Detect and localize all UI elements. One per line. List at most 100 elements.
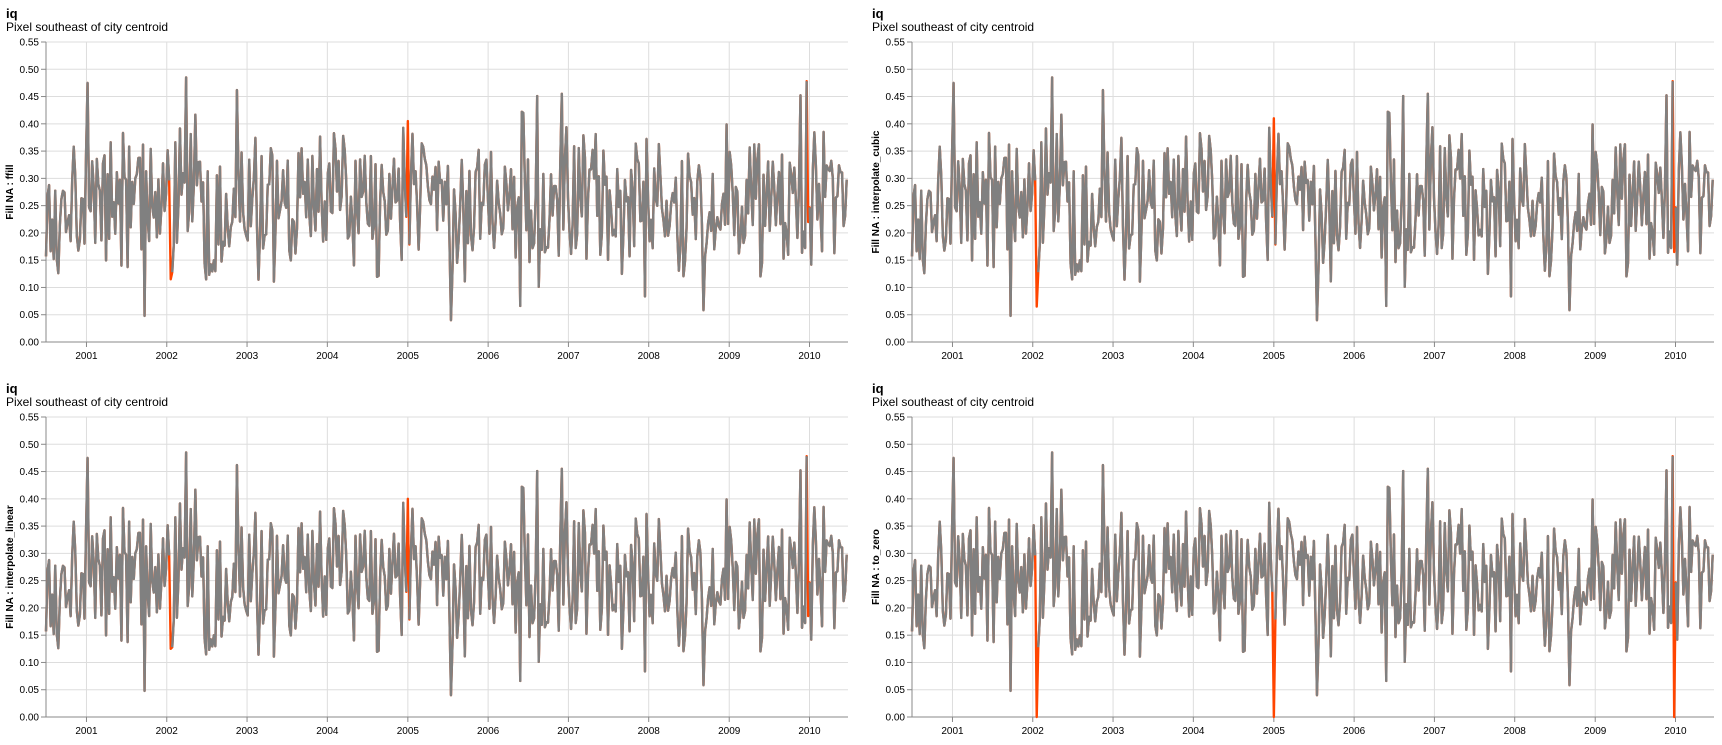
x-tick-label: 2003 [236,726,259,737]
series-original-line [910,76,1714,322]
y-tick-label: 0.30 [886,174,906,185]
y-tick-label: 0.50 [20,65,40,76]
y-tick-label: 0.10 [20,658,40,669]
x-tick-label: 2009 [718,726,741,737]
x-tick-label: 2010 [1664,351,1687,362]
x-tick-label: 2006 [477,351,500,362]
x-tick-label: 2009 [718,351,741,362]
chart-plot-area: 0.00 0.05 0.10 0.15 0.20 0.25 0.30 0.35 0.40 0.45… [871,413,1714,737]
y-tick-label: 0.45 [886,92,906,103]
y-tick-label: 0.30 [20,549,40,560]
chart-plot-area: 0.00 0.05 0.10 0.15 0.20 0.25 0.30 0.35 0.40 0.45… [5,413,848,737]
y-tick-label: 0.35 [20,522,40,533]
chart-title: iq [872,381,884,396]
series-original-line [44,451,848,697]
series-original-line [910,451,1714,697]
y-tick-label: 0.55 [886,38,906,49]
y-tick-label: 0.45 [886,467,906,478]
x-tick-label: 2008 [638,351,661,362]
y-tick-label: 0.35 [20,147,40,158]
chart-subtitle: Pixel southeast of city centroid [872,395,1035,409]
x-tick-label: 2007 [557,726,580,737]
y-tick-label: 0.00 [886,713,906,724]
chart-subtitle: Pixel southeast of city centroid [872,20,1035,34]
x-tick-label: 2006 [1343,351,1366,362]
y-tick-label: 0.00 [20,713,40,724]
y-tick-label: 0.45 [20,92,40,103]
y-tick-label: 0.50 [886,65,906,76]
y-tick-label: 0.55 [20,413,40,424]
x-tick-label: 2005 [1263,726,1286,737]
y-tick-label: 0.05 [886,685,906,696]
x-tick-label: 2003 [1102,351,1125,362]
x-tick-label: 2005 [1263,351,1286,362]
y-tick-label: 0.05 [20,685,40,696]
y-tick-label: 0.15 [886,256,906,267]
x-tick-label: 2004 [1182,726,1205,737]
y-tick-label: 0.55 [886,413,906,424]
x-tick-label: 2007 [1423,726,1446,737]
y-tick-label: 0.00 [20,338,40,349]
x-tick-label: 2007 [557,351,580,362]
chart-panel-to-zero: iq Pixel southeast of city centroid 0.00… [866,375,1722,745]
x-tick-label: 2001 [75,726,98,737]
x-tick-label: 2006 [477,726,500,737]
y-tick-label: 0.20 [20,228,40,239]
y-tick-label: 0.10 [20,283,40,294]
y-tick-label: 0.35 [886,522,906,533]
chart-subtitle: Pixel southeast of city centroid [6,395,169,409]
chart-panel-interpolate-linear: iq Pixel southeast of city centroid 0.00… [0,375,861,745]
y-axis-label: Fill NA : interpolate_cubic [871,130,882,253]
y-tick-label: 0.25 [20,576,40,587]
y-tick-label: 0.50 [886,440,906,451]
y-tick-label: 0.40 [20,119,40,130]
y-tick-label: 0.20 [20,603,40,614]
x-tick-label: 2006 [1343,726,1366,737]
x-tick-label: 2002 [156,726,179,737]
x-tick-label: 2004 [316,351,339,362]
chart-title: iq [872,6,884,21]
y-tick-label: 0.15 [20,256,40,267]
x-tick-label: 2003 [236,351,259,362]
x-tick-label: 2001 [941,726,964,737]
y-tick-label: 0.20 [886,228,906,239]
x-tick-label: 2001 [75,351,98,362]
y-tick-label: 0.50 [20,440,40,451]
x-tick-label: 2005 [397,726,420,737]
chart-title: iq [6,381,18,396]
chart-plot-area: 0.00 0.05 0.10 0.15 0.20 0.25 0.30 0.35 0.40 0.45… [871,38,1714,362]
x-tick-label: 2008 [1504,726,1527,737]
x-tick-label: 2009 [1584,726,1607,737]
x-tick-label: 2001 [941,351,964,362]
y-tick-label: 0.10 [886,283,906,294]
x-tick-label: 2003 [1102,726,1125,737]
y-tick-label: 0.30 [886,549,906,560]
y-tick-label: 0.40 [20,494,40,505]
y-tick-label: 0.55 [20,38,40,49]
y-tick-label: 0.25 [886,201,906,212]
x-tick-label: 2002 [156,351,179,362]
series-filled-line [910,451,1714,719]
series-original-line [44,76,848,322]
y-tick-label: 0.45 [20,467,40,478]
x-tick-label: 2007 [1423,351,1446,362]
chart-panel-interpolate-cubic: iq Pixel southeast of city centroid 0.00… [866,0,1722,370]
y-axis-label: Fill NA : interpolate_linear [5,505,16,629]
y-tick-label: 0.40 [886,119,906,130]
y-tick-label: 0.25 [886,576,906,587]
x-tick-label: 2002 [1022,351,1045,362]
y-tick-label: 0.15 [886,631,906,642]
y-tick-label: 0.10 [886,658,906,669]
chart-subtitle: Pixel southeast of city centroid [6,20,169,34]
y-tick-label: 0.05 [886,310,906,321]
x-tick-label: 2005 [397,351,420,362]
y-tick-label: 0.30 [20,174,40,185]
chart-title: iq [6,6,18,21]
x-tick-label: 2010 [1664,726,1687,737]
y-tick-label: 0.40 [886,494,906,505]
x-tick-label: 2009 [1584,351,1607,362]
y-axis-label: Fill NA : to_zero [871,529,882,605]
x-tick-label: 2004 [316,726,339,737]
x-tick-label: 2002 [1022,726,1045,737]
y-tick-label: 0.00 [886,338,906,349]
